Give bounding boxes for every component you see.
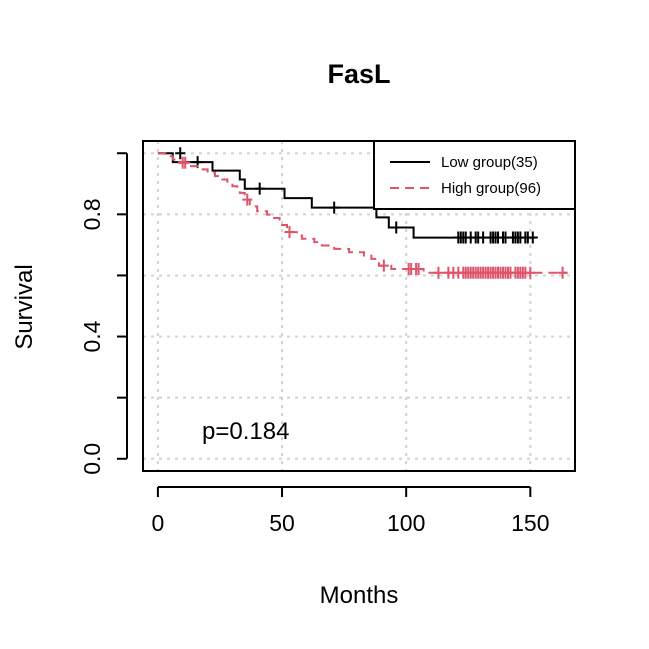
censor-mark-2-38 bbox=[525, 266, 536, 279]
x-tick-label-0: 0 bbox=[151, 510, 164, 536]
chart-title: FasL bbox=[327, 59, 390, 89]
y-tick-label-0.4: 0.4 bbox=[79, 320, 105, 352]
y-tick-label-0.0: 0.0 bbox=[79, 443, 105, 475]
survival-curve-2 bbox=[157, 152, 568, 274]
plot-frame bbox=[142, 140, 576, 472]
censor-mark-1-25 bbox=[527, 231, 538, 244]
censor-mark-2-39 bbox=[557, 266, 568, 279]
y-tick-label-0.8: 0.8 bbox=[79, 198, 105, 230]
axes: 0 50 100 150 0.0 0.4 0.8 bbox=[79, 152, 549, 536]
legend: Low group(35) High group(96) bbox=[373, 140, 576, 210]
legend-label-2: High group(96) bbox=[441, 180, 541, 197]
censor-mark-2-1 bbox=[180, 156, 191, 169]
censor-mark-1-0 bbox=[175, 147, 186, 160]
censor-mark-2-3 bbox=[284, 226, 295, 239]
censor-mark-2-9 bbox=[433, 266, 444, 279]
grid-lines bbox=[143, 141, 575, 471]
censor-mark-2-4 bbox=[378, 259, 389, 272]
survival-curves bbox=[157, 147, 568, 279]
censor-mark-1-3 bbox=[329, 201, 340, 214]
x-tick-label-50: 50 bbox=[269, 510, 295, 536]
censor-mark-2-8 bbox=[413, 263, 424, 276]
censor-mark-1-4 bbox=[391, 221, 402, 234]
legend-box bbox=[373, 140, 576, 210]
censor-mark-2-2 bbox=[242, 193, 253, 206]
p-value-annotation: p=0.184 bbox=[202, 418, 289, 445]
legend-label-1: Low group(35) bbox=[441, 154, 538, 171]
x-tick-label-100: 100 bbox=[387, 510, 425, 536]
x-axis-label: Months bbox=[320, 582, 399, 609]
x-tick-label-150: 150 bbox=[511, 510, 549, 536]
y-axis-label: Survival bbox=[11, 264, 38, 349]
censor-mark-1-2 bbox=[254, 182, 265, 195]
